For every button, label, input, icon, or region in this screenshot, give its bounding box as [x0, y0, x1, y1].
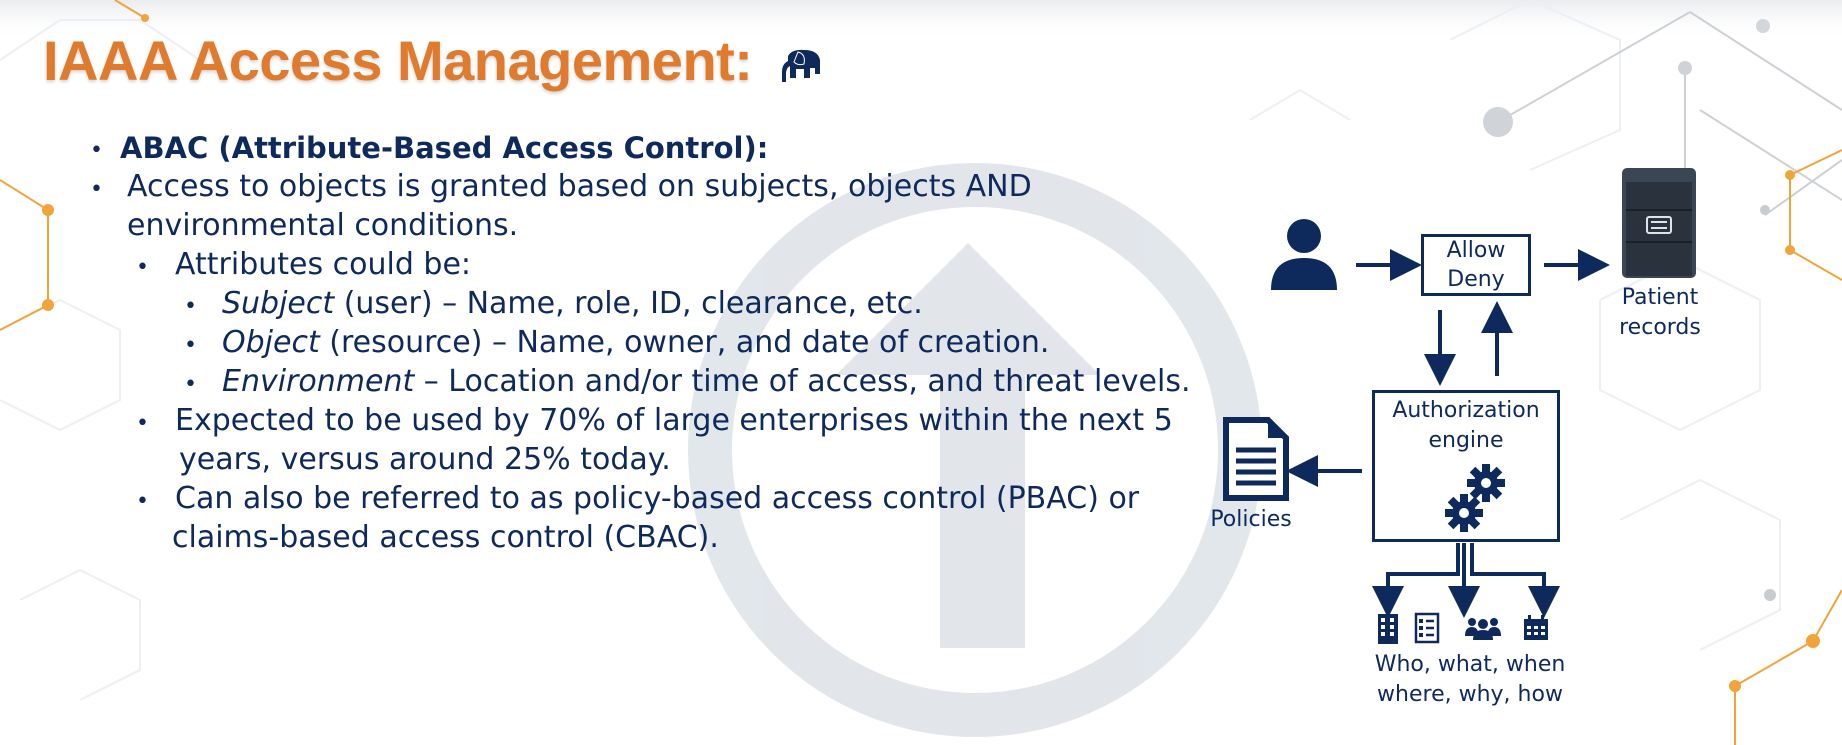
bullet-attributes: Attributes could be: — [175, 247, 472, 282]
authorization-engine-box — [1372, 390, 1560, 542]
bullet-environment: Environment – Location and/or time of ac… — [222, 364, 1190, 400]
bullet-object: Object (resource) – Name, owner, and dat… — [222, 325, 1049, 361]
bullet-dot: • — [184, 333, 197, 358]
object-term: Object — [222, 325, 320, 360]
gear-icon — [1445, 464, 1505, 532]
group-icon — [1465, 618, 1501, 640]
bullet-access-line1: Access to objects is granted based on su… — [127, 169, 1032, 204]
engine-label-1: Authorization — [1392, 398, 1540, 423]
bullet-access-line2: environmental conditions. — [127, 208, 519, 243]
bullet-dot: • — [136, 411, 149, 436]
user-icon — [1271, 219, 1337, 290]
slide-title: IAAA Access Management: — [43, 29, 753, 92]
subject-term: Subject — [222, 286, 335, 321]
deny-label: Deny — [1447, 267, 1505, 292]
environment-term: Environment — [222, 364, 415, 399]
bullet-expected-line2: years, versus around 25% today. — [179, 442, 671, 477]
bullet-pbac-line2: claims-based access control (CBAC). — [172, 520, 719, 555]
subject-desc: (user) – Name, role, ID, clearance, etc. — [334, 286, 923, 321]
bullet-abac-heading: ABAC (Attribute-Based Access Control): — [120, 131, 769, 165]
bullet-dot: • — [90, 177, 103, 202]
bullet-dot: • — [136, 489, 149, 514]
document-icon — [1223, 417, 1289, 501]
object-desc: (resource) – Name, owner, and date of cr… — [319, 325, 1050, 360]
server-icon — [1622, 168, 1696, 278]
bullet-pbac-line1: Can also be referred to as policy-based … — [175, 481, 1140, 516]
bullet-dot: • — [136, 255, 149, 280]
allow-deny-box — [1421, 234, 1531, 296]
calendar-icon — [1524, 615, 1548, 640]
checklist-icon — [1414, 612, 1440, 644]
environment-desc: – Location and/or time of access, and th… — [414, 364, 1191, 399]
allow-label: Allow — [1446, 238, 1506, 263]
patient-label: Patient — [1621, 285, 1699, 310]
who-what-label-2: where, why, how — [1377, 682, 1563, 707]
engine-label-2: engine — [1428, 428, 1504, 453]
bullet-dot: • — [90, 138, 103, 163]
who-what-label-1: Who, what, when — [1374, 652, 1566, 677]
building-icon — [1378, 614, 1398, 644]
bullet-expected-line1: Expected to be used by 70% of large ente… — [175, 403, 1173, 438]
records-label: records — [1619, 315, 1701, 340]
bullet-dot: • — [184, 294, 197, 319]
bullet-dot: • — [184, 372, 197, 397]
bullet-subject: Subject (user) – Name, role, ID, clearan… — [222, 286, 923, 322]
policies-label: Policies — [1210, 507, 1292, 532]
elephant-icon — [782, 49, 820, 82]
